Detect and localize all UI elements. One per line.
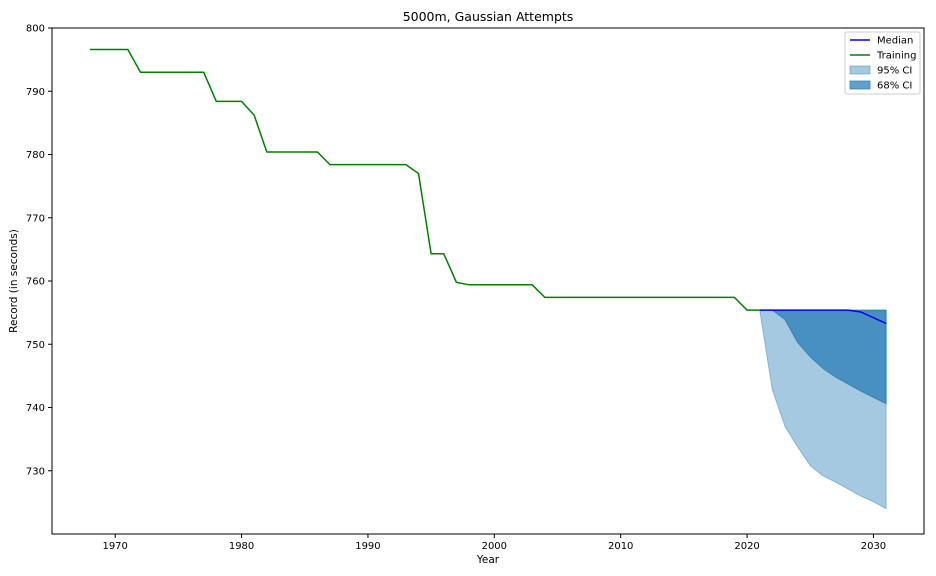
training-line (89, 48, 760, 311)
legend-training-label: Training (876, 51, 916, 62)
x-tick-label: 2030 (861, 541, 886, 552)
legend-median-label: Median (877, 36, 913, 47)
median-line (759, 309, 887, 325)
y-tick-label: 780 (26, 150, 45, 161)
y-tick-label: 770 (26, 213, 45, 224)
legend: Median Training 95% CI 68% CI (844, 31, 921, 95)
x-tick-label: 2020 (734, 541, 759, 552)
ci-bands (759, 309, 887, 510)
plot-frame (51, 27, 925, 535)
y-tick-label: 730 (26, 466, 45, 477)
y-axis-title: Record (in seconds) (8, 229, 20, 333)
legend-box (844, 31, 921, 95)
legend-ci68-label: 68% CI (877, 81, 912, 92)
chart-title: 5000m, Gaussian Attempts (403, 9, 574, 24)
y-tick-label: 740 (26, 403, 45, 414)
y-tick-label: 800 (26, 24, 45, 35)
legend-ci95-swatch (849, 65, 871, 75)
legend-ci68-swatch (849, 80, 871, 90)
y-tick-label: 750 (26, 340, 45, 351)
x-tick-label: 2000 (482, 541, 507, 552)
x-tick-label: 1980 (229, 541, 254, 552)
x-tick-label: 2010 (608, 541, 633, 552)
legend-ci95-label: 95% CI (877, 66, 912, 77)
y-tick-label: 790 (26, 87, 45, 98)
x-axis-title: Year (476, 554, 500, 566)
x-tick-label: 1990 (355, 541, 380, 552)
x-tick-label: 1970 (102, 541, 127, 552)
x-axis: 1970 1980 1990 2000 2010 2020 2030 (102, 534, 886, 552)
y-tick-label: 760 (26, 277, 45, 288)
y-axis: 730 740 750 760 770 780 790 800 (26, 24, 52, 477)
series-lines (89, 48, 887, 325)
